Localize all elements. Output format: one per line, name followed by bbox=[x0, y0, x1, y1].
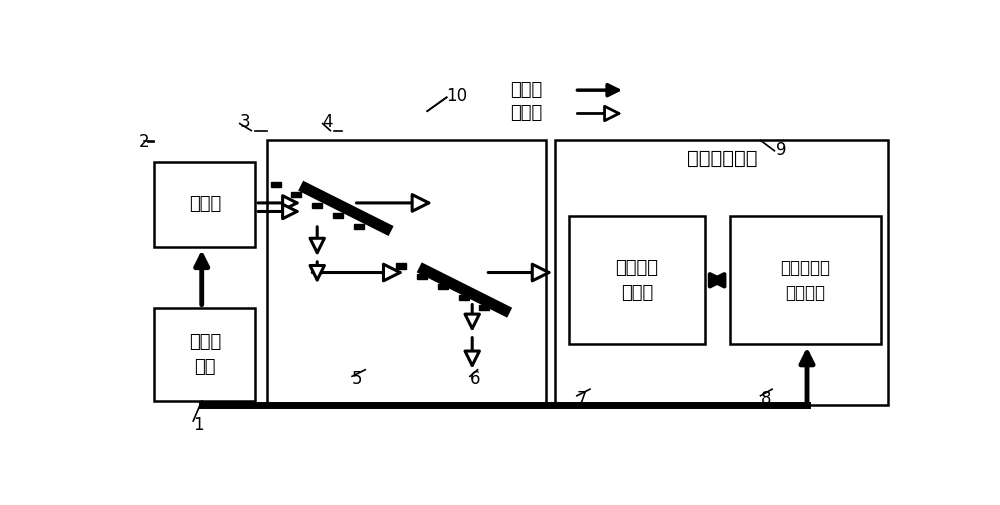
Text: 8: 8 bbox=[761, 390, 771, 408]
Text: 9: 9 bbox=[776, 141, 786, 159]
Bar bbox=[479, 306, 489, 311]
Text: 6: 6 bbox=[470, 370, 480, 388]
Text: 同步信
号器: 同步信 号器 bbox=[189, 333, 221, 376]
Bar bbox=[333, 213, 343, 218]
Bar bbox=[312, 203, 322, 208]
Text: 奇偶探测模块: 奇偶探测模块 bbox=[686, 149, 757, 168]
Text: 激光器: 激光器 bbox=[189, 195, 221, 214]
Text: 控制及信号
处理系统: 控制及信号 处理系统 bbox=[780, 259, 830, 302]
Bar bbox=[555, 140, 888, 405]
Bar bbox=[291, 192, 301, 197]
Text: 电信号: 电信号 bbox=[510, 81, 542, 99]
Text: 10: 10 bbox=[447, 86, 468, 105]
Bar bbox=[417, 274, 427, 279]
Bar bbox=[271, 182, 281, 187]
Bar bbox=[154, 308, 255, 401]
Bar bbox=[569, 216, 705, 344]
Bar bbox=[459, 295, 469, 300]
Text: 光子分辨
计数器: 光子分辨 计数器 bbox=[615, 259, 658, 302]
Bar bbox=[154, 162, 255, 247]
Bar bbox=[438, 284, 448, 289]
Text: 4: 4 bbox=[323, 113, 333, 131]
Text: 3: 3 bbox=[240, 113, 250, 131]
Text: 光信号: 光信号 bbox=[510, 105, 542, 123]
Text: 1: 1 bbox=[193, 416, 204, 434]
Text: 7: 7 bbox=[577, 390, 587, 408]
Text: 5: 5 bbox=[352, 370, 363, 388]
Bar bbox=[730, 216, 881, 344]
Bar bbox=[354, 224, 364, 229]
Bar bbox=[267, 140, 546, 405]
Text: 2: 2 bbox=[139, 133, 150, 151]
Bar bbox=[396, 264, 406, 269]
